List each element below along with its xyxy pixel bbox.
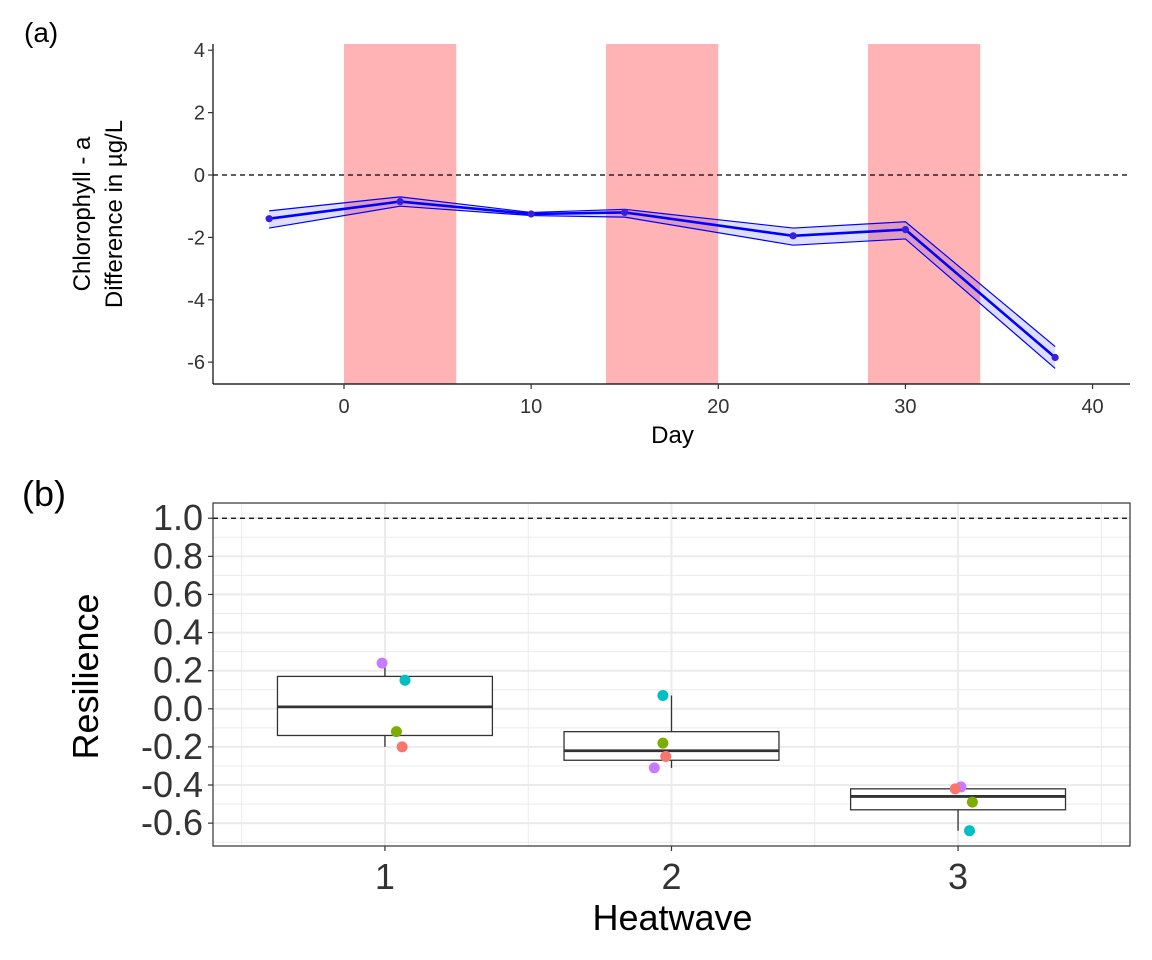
x-tick-label: 10 <box>520 396 542 418</box>
data-point <box>396 197 404 206</box>
jitter-point <box>966 796 978 808</box>
y-tick-label: 0.4 <box>153 612 203 653</box>
y-tick-label: 0.8 <box>153 535 203 576</box>
jitter-point <box>399 674 411 686</box>
y-tick-label: 0.6 <box>153 573 203 614</box>
data-point <box>901 225 910 234</box>
x-tick-label: 0 <box>338 396 349 418</box>
jitter-point <box>657 737 669 749</box>
box-heatwave-2 <box>563 731 780 761</box>
jitter-point <box>390 726 402 738</box>
y-tick-label: -2 <box>187 227 205 249</box>
y-tick-label: 0.0 <box>153 688 203 729</box>
y-tick-label: 0 <box>194 165 205 187</box>
y-tick-label: -0.6 <box>141 802 203 843</box>
data-point <box>1051 353 1059 362</box>
x-axis-title: Heatwave <box>592 897 752 938</box>
y-tick-label: -6 <box>187 352 205 374</box>
jitter-point <box>660 750 672 762</box>
x-tick-label: 30 <box>894 396 916 418</box>
y-tick-label: 2 <box>194 103 205 125</box>
x-axis-title: Day <box>651 422 694 449</box>
lower-bound-line <box>269 205 1056 369</box>
jitter-point <box>648 762 660 774</box>
y-tick-label: -0.2 <box>141 726 203 767</box>
y-axis-title: Resilience <box>65 593 106 759</box>
y-axis-title-line2: Difference in µg/L <box>101 120 128 308</box>
x-tick-label: 20 <box>707 396 729 418</box>
x-tick-label: 3 <box>948 856 968 897</box>
x-tick-label: 1 <box>375 856 395 897</box>
data-point <box>621 208 629 217</box>
y-axis-title-line1: Chlorophyll - a <box>69 136 96 291</box>
jitter-point <box>396 741 408 753</box>
y-tick-label: 4 <box>194 40 205 62</box>
data-point <box>265 215 273 223</box>
data-point <box>527 210 535 218</box>
jitter-point <box>376 657 388 669</box>
jitter-point <box>949 783 961 795</box>
jitter-point <box>964 825 976 837</box>
y-tick-label: 0.2 <box>153 650 203 691</box>
panel-label-b: (b) <box>22 473 66 514</box>
chart-b: 1.00.80.60.40.20.0-0.2-0.4-0.6 1 2 3 Heatwav… <box>65 497 1131 938</box>
heatwave-period-1 <box>344 44 457 384</box>
confidence-band <box>269 196 1056 369</box>
x-tick-label: 40 <box>1081 396 1103 418</box>
data-point <box>789 232 797 240</box>
x-tick-label: 2 <box>661 856 681 897</box>
heatwave-period-3 <box>868 44 981 384</box>
y-tick-label: -4 <box>187 290 205 312</box>
jitter-point <box>657 689 669 701</box>
y-tick-label: 1.0 <box>153 497 203 538</box>
panel-label-a: (a) <box>24 17 58 48</box>
y-tick-label: -0.4 <box>141 764 203 805</box>
